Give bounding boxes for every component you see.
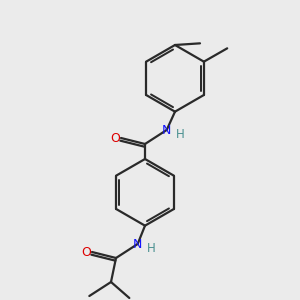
Text: O: O [110, 131, 120, 145]
Text: H: H [176, 128, 185, 142]
Text: O: O [81, 245, 91, 259]
Text: N: N [162, 124, 171, 136]
Text: H: H [147, 242, 156, 254]
Text: N: N [133, 238, 142, 250]
